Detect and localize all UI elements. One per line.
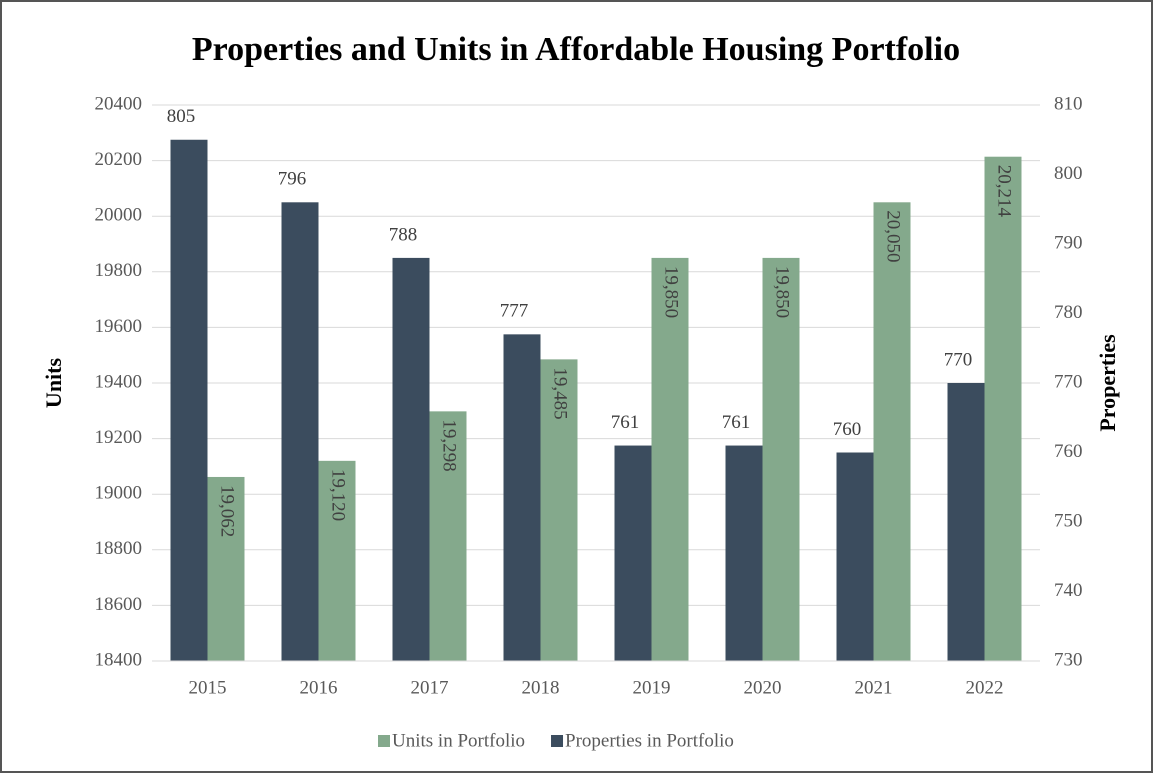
x-tick-label: 2015 (189, 677, 227, 698)
x-tick-label: 2020 (744, 677, 782, 698)
bar (503, 334, 541, 661)
data-label: 19,485 (550, 367, 571, 419)
y2-tick-label: 780 (1054, 302, 1083, 323)
x-tick-label: 2021 (855, 677, 893, 698)
bar (836, 452, 874, 661)
y-tick-label: 18800 (95, 538, 143, 559)
y2-tick-label: 770 (1054, 371, 1083, 392)
y-tick-label: 19400 (95, 371, 143, 392)
y2-tick-label: 730 (1054, 649, 1083, 670)
data-label: 796 (278, 169, 307, 190)
y2-tick-label: 750 (1054, 510, 1083, 531)
y-tick-label: 19000 (95, 483, 143, 504)
y2-tick-label: 810 (1054, 93, 1083, 114)
y-tick-label: 20400 (95, 93, 143, 114)
y-tick-label: 20000 (95, 205, 143, 226)
y2-tick-label: 760 (1054, 441, 1083, 462)
y-tick-label: 18600 (95, 594, 143, 615)
data-label: 788 (389, 224, 418, 245)
bar (392, 257, 430, 661)
chart-title: Properties and Units in Affordable Housi… (192, 31, 960, 68)
data-label: 19,120 (328, 469, 349, 521)
data-label: 19,850 (772, 266, 793, 318)
y2-tick-label: 800 (1054, 163, 1083, 184)
legend-label: Properties in Portfolio (565, 730, 734, 751)
bar (984, 156, 1022, 661)
legend-swatch (551, 735, 564, 747)
bar (725, 445, 763, 661)
data-label: 20,050 (883, 210, 904, 262)
y-tick-label: 18400 (95, 649, 143, 670)
bar (318, 460, 356, 661)
bar (540, 359, 578, 661)
bar (207, 476, 245, 661)
y2-tick-label: 740 (1054, 580, 1083, 601)
x-tick-label: 2017 (411, 677, 449, 698)
data-label: 19,298 (439, 419, 460, 471)
legend-swatch (378, 735, 390, 747)
legend-label: Units in Portfolio (392, 730, 525, 751)
data-label: 777 (500, 301, 529, 322)
data-label: 761 (611, 412, 640, 433)
bar (614, 445, 652, 661)
y2-tick-label: 790 (1054, 232, 1083, 253)
bar (429, 411, 467, 661)
data-label: 19,062 (217, 485, 238, 537)
bar (281, 202, 319, 662)
y2-axis-title: Properties (1095, 334, 1120, 432)
x-tick-label: 2019 (633, 677, 671, 698)
y-tick-label: 19800 (95, 260, 143, 281)
bar (170, 139, 208, 661)
data-label: 760 (833, 419, 862, 440)
data-label: 761 (722, 412, 751, 433)
data-label: 19,850 (661, 266, 682, 318)
bar (651, 257, 689, 661)
y-tick-label: 20200 (95, 149, 143, 170)
y-axis-title: Units (41, 358, 66, 409)
bar (947, 383, 985, 661)
x-tick-label: 2018 (522, 677, 560, 698)
data-label: 770 (944, 349, 973, 370)
data-label: 805 (167, 106, 196, 127)
x-tick-label: 2016 (300, 677, 338, 698)
bar (762, 257, 800, 661)
y-tick-label: 19600 (95, 316, 143, 337)
x-tick-label: 2022 (966, 677, 1004, 698)
data-label: 20,214 (994, 165, 1015, 218)
y-tick-label: 19200 (95, 427, 143, 448)
bar (873, 202, 911, 662)
